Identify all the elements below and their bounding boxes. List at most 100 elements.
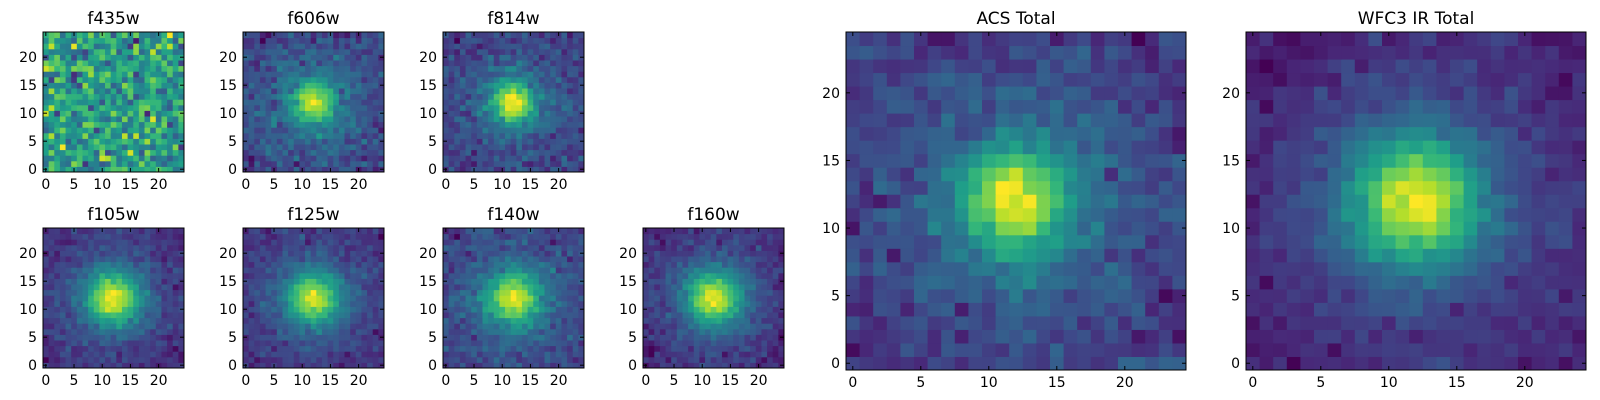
pixel-cell [499, 37, 506, 44]
pixel-cell [555, 37, 562, 44]
pixel-cell [1063, 261, 1078, 276]
pixel-cell [493, 144, 500, 151]
pixel-cell [688, 340, 695, 347]
pixel-cell [572, 340, 579, 347]
pixel-cell [71, 328, 78, 335]
pixel-cell [293, 71, 300, 78]
pixel-cell [671, 244, 678, 251]
pixel-cell [282, 261, 289, 268]
pixel-cell [443, 356, 450, 363]
pixel-cell [248, 334, 255, 341]
pixel-cell [465, 65, 472, 72]
pixel-cell [133, 239, 140, 246]
pixel-cell [567, 244, 574, 251]
pixel-cell [767, 312, 774, 319]
pixel-cell [738, 256, 746, 263]
pixel-cell [178, 289, 185, 296]
pixel-cell [333, 88, 340, 95]
pixel-cell [93, 295, 100, 302]
pixel-cell [71, 306, 78, 313]
pixel-cell [254, 93, 261, 100]
pixel-cell [859, 329, 874, 344]
pixel-cell [465, 233, 472, 240]
pixel-cell [750, 272, 757, 279]
pixel-cell [527, 300, 534, 307]
pixel-cell [155, 334, 162, 341]
pixel-cell [43, 88, 50, 95]
pixel-cell [1063, 275, 1078, 290]
pixel-cell [454, 317, 461, 324]
pixel-cell [1077, 180, 1092, 195]
pixel-cell [172, 71, 179, 78]
pixel-cell [259, 144, 267, 151]
pixel-cell [99, 54, 106, 61]
pixel-cell [321, 256, 329, 263]
pixel-cell [900, 167, 915, 182]
pixel-cell [538, 110, 546, 117]
pixel-cell [654, 278, 661, 285]
pixel-cell [321, 82, 329, 89]
pixel-cell [127, 99, 134, 106]
pixel-cell [533, 362, 540, 369]
pixel-cell [521, 88, 529, 95]
pixel-cell [448, 65, 455, 72]
pixel-cell [1104, 288, 1119, 303]
pixel-cell [516, 244, 523, 251]
pixel-cell [505, 48, 512, 55]
pixel-cell [288, 43, 295, 50]
pixel-cell [1050, 221, 1065, 236]
pixel-cell [344, 239, 351, 246]
pixel-cell [167, 233, 174, 240]
pixel-cell [310, 43, 317, 50]
pixel-cell [93, 351, 100, 358]
pixel-cell [138, 239, 146, 246]
pixel-cell [941, 248, 956, 263]
pixel-cell [550, 155, 557, 162]
pixel-cell [54, 60, 61, 67]
pixel-cell [505, 295, 512, 302]
pixel-cell [305, 345, 312, 352]
pixel-cell [578, 244, 585, 251]
pixel-cell [493, 306, 500, 313]
pixel-cell [378, 239, 385, 246]
pixel-cell [493, 278, 500, 285]
pixel-cell [372, 138, 379, 145]
pixel-cell [299, 116, 306, 123]
pixel-cell [299, 356, 306, 363]
pixel-cell [744, 306, 751, 313]
pixel-cell [555, 65, 562, 72]
pixel-cell [65, 32, 72, 39]
pixel-cell [155, 155, 162, 162]
pixel-cell [178, 239, 185, 246]
pixel-cell [350, 76, 357, 83]
pixel-cell [355, 71, 362, 78]
pixel-cell [254, 32, 261, 39]
pixel-cell [121, 88, 129, 95]
pixel-cell [982, 194, 997, 209]
pixel-cell [1172, 221, 1187, 236]
pixel-cell [299, 340, 306, 347]
pixel-cell [127, 121, 134, 128]
pixel-cell [282, 121, 289, 128]
pixel-cell [767, 334, 774, 341]
pixel-cell [567, 323, 574, 330]
pixel-cell [459, 71, 467, 78]
pixel-cell [59, 166, 67, 173]
pixel-cell [161, 48, 168, 55]
pixel-cell [305, 356, 312, 363]
pixel-cell [150, 144, 157, 151]
pixel-cell [121, 351, 129, 358]
pixel-cell [299, 65, 306, 72]
pixel-cell [1172, 342, 1187, 357]
pixel-cell [271, 54, 278, 61]
pixel-cell [505, 250, 512, 257]
pixel-cell [167, 351, 174, 358]
pixel-cell [721, 256, 729, 263]
pixel-cell [76, 43, 83, 50]
pixel-cell [65, 48, 72, 55]
pixel-cell [538, 60, 546, 67]
x-tick-label: 10 [493, 177, 511, 193]
pixel-cell [465, 272, 472, 279]
pixel-cell [567, 138, 574, 145]
pixel-cell [116, 300, 123, 307]
